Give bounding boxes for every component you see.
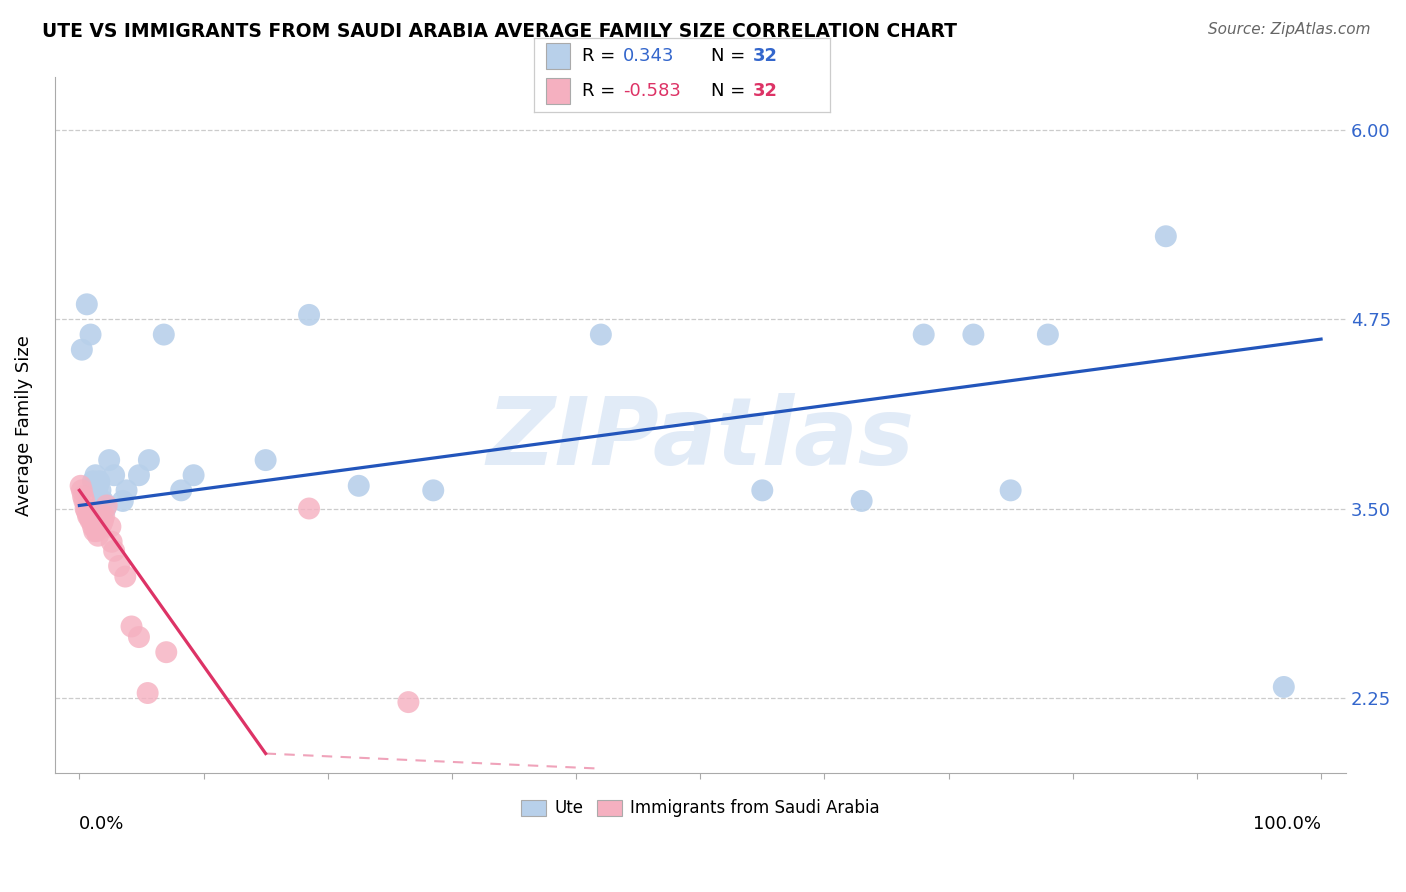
Point	[100, 534, 122, 549]
Point	[89, 483, 111, 498]
Point	[89, 519, 111, 533]
Text: N =: N =	[711, 82, 751, 100]
Point	[87, 529, 110, 543]
Point	[751, 483, 773, 498]
Legend: Ute, Immigrants from Saudi Arabia: Ute, Immigrants from Saudi Arabia	[515, 793, 886, 824]
Point	[82, 519, 104, 533]
Point	[1272, 680, 1295, 694]
Text: 100.0%: 100.0%	[1253, 815, 1322, 833]
Text: -0.583: -0.583	[623, 82, 681, 100]
Point	[121, 619, 143, 633]
Point	[76, 504, 98, 518]
Point	[87, 479, 110, 493]
FancyBboxPatch shape	[546, 43, 569, 69]
Point	[84, 519, 107, 533]
Point	[138, 453, 160, 467]
Text: 32: 32	[752, 82, 778, 100]
Point	[347, 479, 370, 493]
Point	[298, 501, 321, 516]
Point	[103, 468, 125, 483]
Point	[128, 630, 150, 644]
Point	[108, 559, 131, 574]
Point	[69, 479, 91, 493]
Text: 0.343: 0.343	[623, 47, 675, 65]
Point	[75, 501, 97, 516]
Point	[254, 453, 277, 467]
Point	[79, 509, 101, 524]
Point	[396, 695, 419, 709]
Point	[170, 483, 193, 498]
Point	[73, 494, 96, 508]
Point	[77, 509, 100, 524]
FancyBboxPatch shape	[546, 78, 569, 104]
Text: R =: R =	[582, 47, 620, 65]
Point	[76, 297, 98, 311]
Point	[79, 327, 101, 342]
Text: ZIPatlas: ZIPatlas	[486, 393, 914, 485]
Point	[962, 327, 984, 342]
Point	[183, 468, 205, 483]
Text: UTE VS IMMIGRANTS FROM SAUDI ARABIA AVERAGE FAMILY SIZE CORRELATION CHART: UTE VS IMMIGRANTS FROM SAUDI ARABIA AVER…	[42, 22, 957, 41]
Point	[298, 308, 321, 322]
Point	[912, 327, 935, 342]
Point	[82, 475, 104, 489]
Point	[72, 490, 94, 504]
Point	[79, 514, 101, 528]
Point	[128, 468, 150, 483]
Point	[70, 483, 93, 498]
Text: 0.0%: 0.0%	[79, 815, 125, 833]
Point	[115, 483, 138, 498]
Point	[84, 468, 107, 483]
Point	[96, 499, 118, 513]
Point	[70, 343, 93, 357]
Point	[136, 686, 159, 700]
Point	[589, 327, 612, 342]
Point	[94, 501, 117, 516]
Point	[114, 569, 136, 583]
Point	[80, 514, 103, 528]
Point	[89, 475, 111, 489]
Text: N =: N =	[711, 47, 751, 65]
Point	[103, 544, 125, 558]
Point	[91, 494, 114, 508]
Point	[90, 516, 112, 531]
Point	[155, 645, 177, 659]
Point	[422, 483, 444, 498]
Point	[1036, 327, 1059, 342]
Point	[89, 514, 111, 528]
Point	[98, 453, 121, 467]
Point	[100, 519, 122, 533]
Text: Source: ZipAtlas.com: Source: ZipAtlas.com	[1208, 22, 1371, 37]
Point	[1000, 483, 1022, 498]
Point	[111, 494, 134, 508]
Point	[86, 524, 108, 539]
Y-axis label: Average Family Size: Average Family Size	[15, 334, 32, 516]
Point	[1154, 229, 1177, 244]
Point	[851, 494, 873, 508]
Point	[152, 327, 174, 342]
Text: 32: 32	[752, 47, 778, 65]
Point	[93, 509, 115, 524]
Point	[91, 514, 114, 528]
Text: R =: R =	[582, 82, 620, 100]
Point	[83, 524, 105, 539]
